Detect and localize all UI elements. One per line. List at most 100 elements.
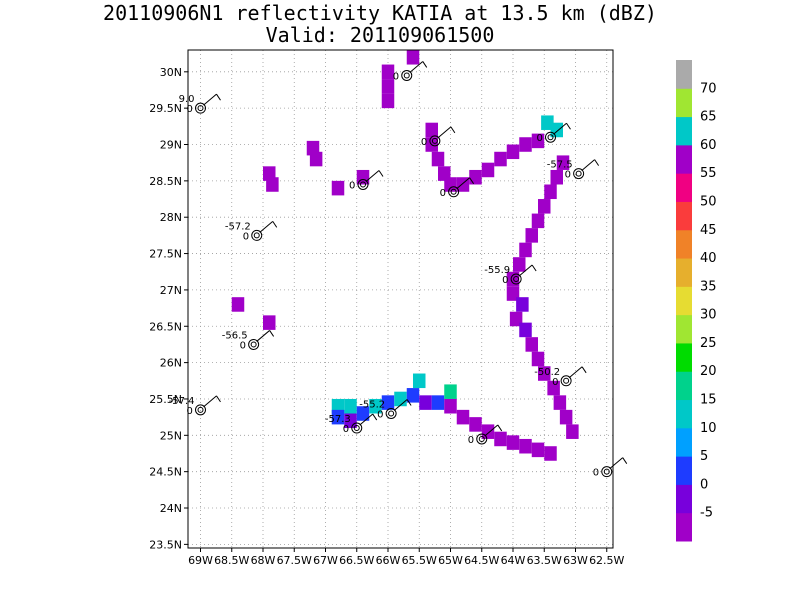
reflectivity-cell [566, 424, 579, 439]
reflectivity-cell [519, 242, 532, 258]
station-ring-inner-icon [450, 188, 457, 195]
wind-barb-flag-icon [581, 366, 587, 374]
station-zero-label: 0 [377, 410, 383, 421]
reflectivity-cell [425, 122, 438, 138]
station-marker: 0 [440, 177, 475, 199]
colorbar-label: 10 [700, 421, 717, 436]
station-ring-inner-icon [253, 232, 260, 239]
reflectivity-cell [538, 199, 551, 214]
reflectivity-cell [456, 409, 470, 425]
reflectivity-cell [516, 297, 529, 312]
wind-barb-flag-icon [566, 122, 571, 130]
colorbar-label: -5 [700, 506, 713, 521]
wind-barb-flag-icon [622, 457, 628, 464]
y-tick-label: 26N [160, 357, 182, 370]
station-zero-label: 0 [552, 377, 558, 388]
station-zero-label: 0 [187, 104, 193, 115]
x-tick-label: 66.5W [339, 554, 374, 567]
station-zero-label: 0 [187, 406, 193, 417]
y-tick-label: 28N [160, 211, 182, 224]
x-tick-label: 69W [188, 554, 213, 567]
station-marker: 0 [468, 424, 503, 446]
reflectivity-cell [506, 286, 520, 301]
station-marker: 0 [393, 61, 428, 82]
wind-barb-icon [409, 61, 424, 73]
reflectivity-cell [444, 177, 457, 192]
station-ring-inner-icon [360, 181, 366, 188]
station-ring-inner-icon [603, 468, 610, 475]
reflectivity-cell [406, 50, 420, 65]
colorbar-label: 60 [700, 138, 717, 153]
x-tick-label: 64W [501, 554, 526, 567]
y-tick-label: 25N [160, 429, 182, 442]
colorbar-swatch [676, 484, 692, 514]
station-marker: 0-57.2 [225, 221, 278, 242]
wind-barb-flag-icon [272, 221, 278, 228]
station-zero-label: 0 [593, 468, 599, 479]
x-tick-label: 68W [251, 554, 276, 567]
reflectivity-cell [444, 384, 457, 399]
station-ring-icon [195, 404, 206, 416]
colorbar-swatch [676, 342, 692, 372]
reflectivity-cell [519, 438, 532, 454]
station-ring-inner-icon [563, 377, 570, 384]
wind-barb-icon [437, 126, 452, 139]
colorbar-swatch [676, 427, 692, 457]
x-tick-label: 65.5W [402, 554, 437, 567]
station-ring-inner-icon [197, 105, 204, 112]
reflectivity-cell [344, 398, 357, 414]
y-tick-label: 26.5N [149, 320, 182, 333]
reflectivity-cell [519, 137, 532, 152]
reflectivity-cell [525, 228, 538, 243]
reflectivity-cell [406, 388, 420, 403]
reflectivity-cell [525, 337, 538, 352]
wind-barb-flag-icon [216, 93, 221, 101]
station-zero-label: 0 [502, 275, 508, 286]
reflectivity-cell [556, 155, 570, 170]
station-marker: 0 [593, 457, 628, 479]
reflectivity-cell [381, 93, 395, 109]
wind-barb-icon [518, 264, 533, 277]
reflectivity-cell [419, 395, 432, 410]
station-value-label: -57.2 [225, 221, 251, 232]
x-axis-ticks: 69W 68.5W 68W 67.5W 67W 66.5W 66W 65.5W 65W 64.5W… [188, 548, 625, 567]
station-ring-inner-icon [431, 137, 438, 144]
reflectivity-cell [413, 373, 426, 389]
station-markers: 09.00-57.20-56.50-57.40-57.3 0-55.20-55.9… [169, 61, 628, 479]
y-tick-label: 25.5N [149, 393, 182, 406]
station-marker: 0 [349, 170, 384, 191]
wind-barb-flag-icon [531, 264, 537, 272]
reflectivity-cell [544, 184, 557, 200]
reflectivity-cell [381, 79, 395, 94]
station-zero-label: 0 [468, 435, 474, 446]
station-ring-icon [560, 375, 572, 387]
reflectivity-cell [263, 315, 276, 330]
station-zero-label: 0 [349, 180, 355, 191]
wind-barb-icon [581, 159, 595, 171]
colorbar-label: 0 [700, 477, 708, 492]
station-marker: 0 [421, 126, 456, 148]
colorbar-label: 25 [700, 336, 717, 351]
station-value-label: -55.2 [359, 400, 385, 411]
station-marker: 0-57.4 [169, 395, 221, 417]
reflectivity-cells [231, 50, 579, 461]
colorbar-swatch [676, 201, 692, 231]
reflectivity-cell [538, 366, 551, 381]
station-ring-inner-icon [478, 435, 485, 442]
reflectivity-cell [506, 144, 520, 160]
wind-barb-flag-icon [216, 395, 221, 403]
plot-frame [187, 49, 614, 549]
reflectivity-cell [266, 177, 279, 192]
reflectivity-cell [506, 435, 520, 450]
station-ring-inner-icon [250, 341, 257, 348]
wind-barb-icon [568, 366, 583, 379]
station-marker: 0-56.5 [222, 330, 275, 351]
reflectivity-cell [553, 395, 567, 410]
title-line-2: Valid: 201109061500 [265, 23, 495, 47]
wind-barb-icon [553, 122, 567, 135]
colorbar-swatch [676, 144, 692, 174]
x-tick-label: 62.5W [589, 554, 624, 567]
station-zero-label: 0 [243, 231, 249, 242]
reflectivity-cell [513, 257, 526, 272]
station-value-label: -57.4 [169, 396, 195, 407]
